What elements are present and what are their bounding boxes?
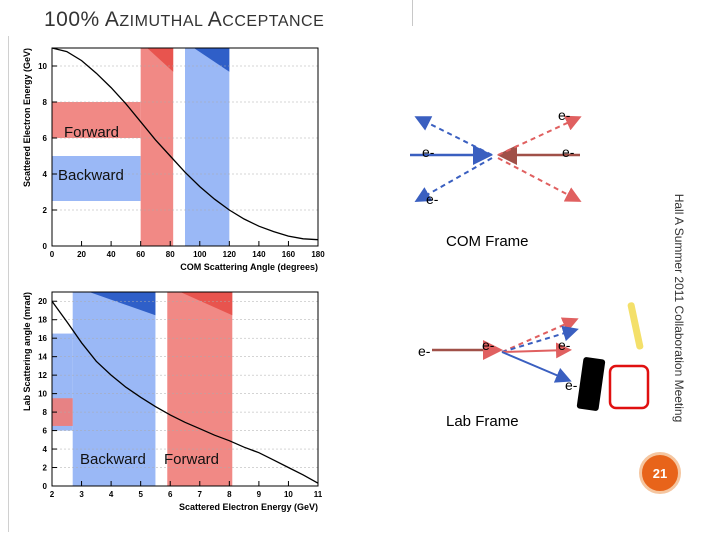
com-electron-label: e- <box>426 191 439 207</box>
y-tick-label: 12 <box>38 371 47 380</box>
x-tick-label: 8 <box>227 490 232 499</box>
top-frame-line <box>0 0 413 26</box>
lab-scatter-solid-blue <box>501 351 572 383</box>
x-tick-label: 120 <box>223 250 237 259</box>
com-scatter-down-right <box>497 157 582 202</box>
y-tick-label: 2 <box>43 206 48 215</box>
y-tick-label: 10 <box>38 62 47 71</box>
x-tick-label: 10 <box>284 490 293 499</box>
slide-frame <box>8 36 712 532</box>
x-tick-label: 3 <box>79 490 84 499</box>
y-tick-label: 16 <box>38 334 47 343</box>
y-tick-label: 14 <box>38 353 47 362</box>
com-electron-label: e- <box>558 107 571 123</box>
acceptance-region <box>185 48 230 246</box>
com-scatter-up-left <box>414 116 493 156</box>
acceptance-region <box>167 292 233 486</box>
lab-electron-label: e- <box>418 343 431 359</box>
x-tick-label: 140 <box>252 250 266 259</box>
forward-label-top: Forward <box>64 124 120 141</box>
yellow-detector <box>627 302 644 350</box>
x-tick-label: 80 <box>166 250 175 259</box>
y-axis-label: Lab Scattering angle (mrad) <box>22 292 32 411</box>
lab-electron-label: e- <box>565 377 578 393</box>
x-tick-label: 40 <box>107 250 116 259</box>
forward-label-bottom: Forward <box>164 451 220 468</box>
lab-scatter-red <box>501 317 579 353</box>
y-tick-label: 2 <box>43 464 48 473</box>
x-tick-label: 160 <box>282 250 296 259</box>
acceptance-region <box>52 398 73 426</box>
y-axis-label: Scattered Electron Energy (GeV) <box>22 48 32 187</box>
lab-electron-label: e- <box>558 337 571 353</box>
x-tick-label: 7 <box>198 490 203 499</box>
backward-label-top: Backward <box>58 167 124 184</box>
y-tick-label: 0 <box>43 242 48 251</box>
black-detector <box>576 357 606 411</box>
region-highlight <box>193 48 230 72</box>
x-axis-label: COM Scattering Angle (degrees) <box>180 262 318 272</box>
footer-meeting-text: Hall A Summer 2011 Collaboration Meeting <box>672 193 686 423</box>
y-tick-label: 8 <box>43 98 48 107</box>
lab-frame-label: Lab Frame <box>446 413 519 430</box>
region-highlight <box>147 48 174 72</box>
lab-electron-label: e- <box>482 337 495 353</box>
y-tick-label: 10 <box>38 390 47 399</box>
x-tick-label: 6 <box>168 490 173 499</box>
acceptance-region <box>140 48 174 246</box>
x-tick-label: 60 <box>136 250 145 259</box>
x-tick-label: 11 <box>314 490 323 499</box>
kinematic-curve <box>51 300 319 484</box>
lab-scatter-solid-red <box>501 342 572 359</box>
lab-frame-diagram: e- e- e- e- Lab Frame <box>418 302 650 430</box>
y-tick-label: 4 <box>43 445 48 454</box>
com-frame-diagram: e- e- e- e- COM Frame <box>410 107 582 250</box>
axes-frame <box>51 291 319 487</box>
com-scatter-up-right <box>497 115 582 156</box>
lab-scatter-blue <box>501 325 579 353</box>
y-tick-label: 18 <box>38 316 47 325</box>
backward-label-bottom: Backward <box>80 451 146 468</box>
x-tick-label: 2 <box>50 490 55 499</box>
x-tick-label: 180 <box>311 250 325 259</box>
kinematic-curve <box>51 47 319 241</box>
page-number-badge: 21 <box>639 452 681 494</box>
y-tick-label: 20 <box>38 297 47 306</box>
x-tick-label: 5 <box>138 490 143 499</box>
axes-frame <box>51 47 319 247</box>
com-electron-label: e- <box>562 144 575 160</box>
x-tick-label: 0 <box>50 250 55 259</box>
com-energy-chart: 0 20 40 60 80 100 120 140 160 180 0 2 4 6 8 10 COM Scatt… <box>22 47 325 272</box>
x-tick-label: 20 <box>77 250 86 259</box>
y-tick-label: 8 <box>43 408 48 417</box>
slide-title: 100% AZIMUTHAL ACCEPTANCE <box>44 8 325 31</box>
acceptance-region <box>52 156 141 201</box>
y-tick-label: 6 <box>43 134 48 143</box>
x-tick-label: 4 <box>109 490 114 499</box>
x-tick-label: 9 <box>257 490 262 499</box>
y-tick-label: 6 <box>43 427 48 436</box>
y-tick-label: 4 <box>43 170 48 179</box>
x-tick-label: 100 <box>193 250 207 259</box>
red-detector-outline <box>608 364 650 410</box>
y-tick-label: 0 <box>43 482 48 491</box>
com-frame-label: COM Frame <box>446 233 529 250</box>
acceptance-region <box>72 292 156 486</box>
x-axis-label: Scattered Electron Energy (GeV) <box>179 502 318 512</box>
region-highlight <box>180 292 233 316</box>
com-electron-label: e- <box>422 144 435 160</box>
acceptance-region <box>52 102 141 138</box>
